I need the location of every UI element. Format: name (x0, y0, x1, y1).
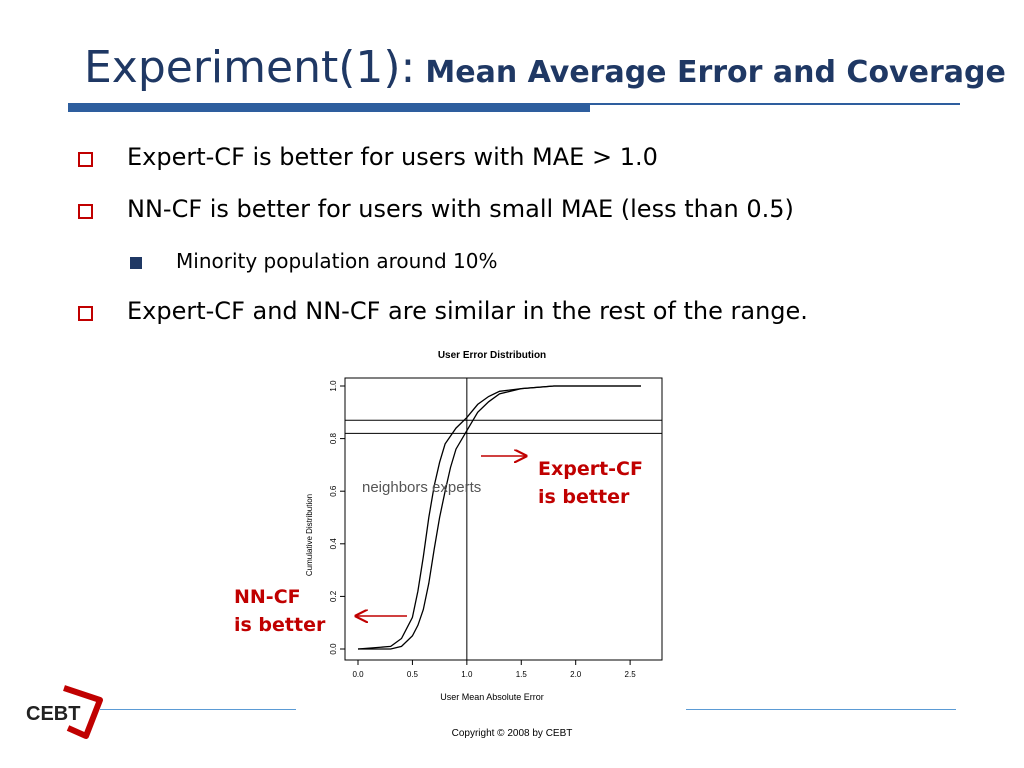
callout-expert-cf: Expert-CF is better (538, 455, 643, 511)
title-underline-thick (68, 103, 590, 112)
chart-title: User Error Distribution (438, 350, 546, 361)
chart-annotation: neighbors experts (362, 479, 481, 496)
x-tick-label: 1.5 (516, 670, 528, 679)
slide-title: Experiment(1): Mean Average Error and Cov… (84, 42, 1006, 93)
callout-nn-cf-line1: NN-CF (234, 586, 301, 608)
title-main: Experiment(1): (84, 42, 416, 93)
footer-line-right (686, 709, 956, 710)
user-error-distribution-chart: User Error Distribution User Mean Absolu… (305, 350, 663, 702)
y-axis-label: Cumulative Distribution (305, 494, 314, 576)
y-tick-label: 0.4 (329, 538, 338, 550)
x-tick-label: 0.0 (352, 670, 364, 679)
callout-nn-cf-line2: is better (234, 614, 326, 636)
x-axis-label: User Mean Absolute Error (440, 692, 544, 702)
bullet-2: NN-CF is better for users with small MAE… (127, 195, 794, 223)
copyright-text: Copyright © 2008 by CEBT (451, 728, 573, 739)
title-subtitle: Mean Average Error and Coverage (425, 55, 1006, 90)
bullet-1: Expert-CF is better for users with MAE >… (127, 143, 658, 171)
logo-swoosh-icon (63, 685, 103, 739)
callout-nn-cf: NN-CF is better (234, 583, 325, 639)
y-tick-label: 1.0 (329, 380, 338, 392)
y-tick-label: 0.0 (329, 643, 338, 655)
series-line-experts (358, 385, 641, 650)
bullet-3: Expert-CF and NN-CF are similar in the r… (127, 297, 808, 325)
cebt-logo: CEBT (26, 685, 103, 739)
x-tick-label: 2.5 (625, 670, 637, 679)
x-tick-label: 0.5 (407, 670, 419, 679)
x-tick-label: 2.0 (570, 670, 582, 679)
y-tick-label: 0.8 (329, 432, 338, 444)
bullet-box-icon (78, 152, 93, 167)
footer-line-left (100, 709, 296, 710)
bullet-box-icon (78, 306, 93, 321)
plot-frame (344, 377, 663, 661)
callout-expert-cf-line1: Expert-CF (538, 458, 643, 480)
bullet-box-icon (78, 204, 93, 219)
logo-text: CEBT (26, 703, 80, 725)
callout-expert-cf-line2: is better (538, 486, 630, 508)
sub-bullet-1: Minority population around 10% (176, 249, 498, 273)
y-tick-label: 0.6 (329, 485, 338, 497)
y-tick-label: 0.2 (329, 590, 338, 602)
title-underline-thin (590, 103, 960, 105)
sub-bullet-square-icon (130, 257, 142, 269)
x-tick-label: 1.0 (461, 670, 473, 679)
series-line-neighbors (357, 385, 641, 650)
